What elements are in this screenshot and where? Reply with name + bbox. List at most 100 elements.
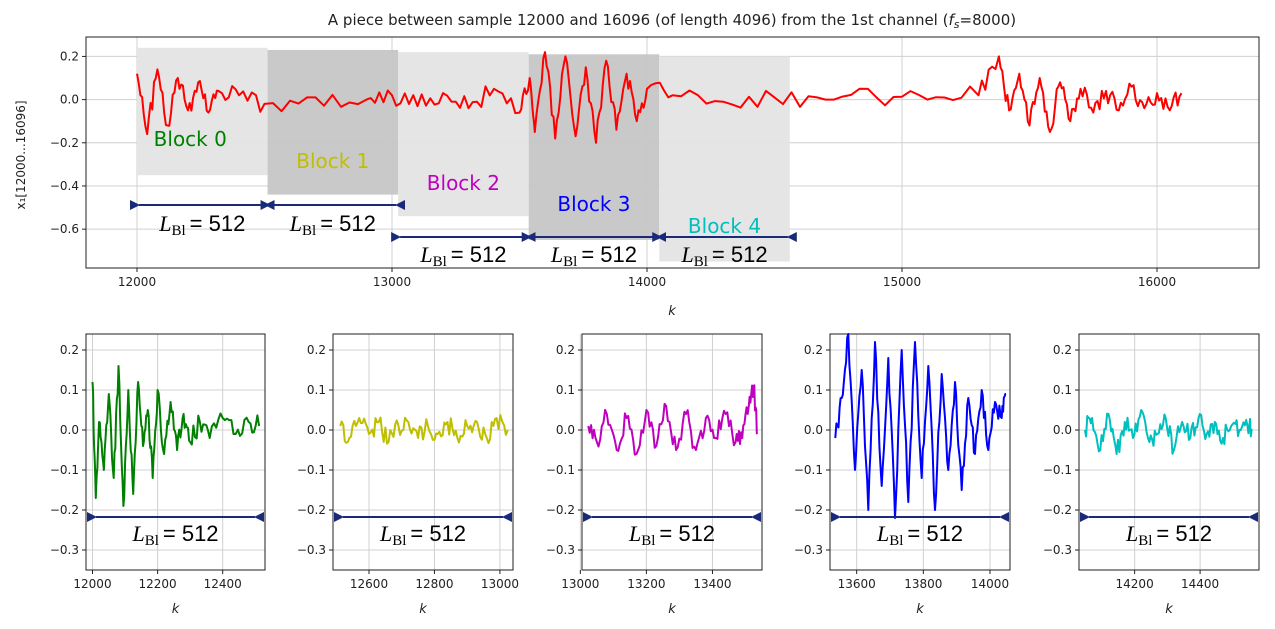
y-tick-label: 0.0 xyxy=(804,423,823,437)
block-0-length-label: LBl = 512 xyxy=(158,211,245,239)
y-tick-label: 0.1 xyxy=(1053,383,1072,397)
subplot-block-0: 12000 12200 12400 0.2 0.1 0.0 −0.1 −0.2 −0.3 k LBl… xyxy=(50,333,266,617)
length-value: = 512 xyxy=(712,242,768,267)
block-shade-4 xyxy=(659,56,790,262)
x-tick-label: 13200 xyxy=(627,577,665,591)
x-tick-label: 16000 xyxy=(1138,275,1176,289)
subplot-frame xyxy=(85,333,266,571)
x-tick-label: 14000 xyxy=(971,577,1009,591)
y-tick-label: 0.2 xyxy=(307,343,326,357)
length-value: = 512 xyxy=(581,242,637,267)
subplot-frame xyxy=(829,333,1011,571)
y-tick-label: 0.0 xyxy=(556,423,575,437)
x-axis-label: k xyxy=(419,602,427,617)
main-plot: 12000 13000 14000 15000 16000 0.2 0.0 −0.2 −0.4 −… xyxy=(14,11,1260,319)
x-tick-label: 12000 xyxy=(118,275,156,289)
length-value: = 512 xyxy=(410,521,466,546)
data-line xyxy=(1083,409,1253,455)
x-tick-label: 13000 xyxy=(373,275,411,289)
subplot-block-3: 13600 13800 14000 0.2 0.1 0.0 −0.1 −0.2 −0.3 k LBl… xyxy=(794,333,1011,617)
x-tick-label: 12200 xyxy=(139,577,177,591)
x-tick-label: 15000 xyxy=(883,275,921,289)
y-tick-label: −0.3 xyxy=(50,543,79,557)
x-tick-label: 14000 xyxy=(628,275,666,289)
subplot-0-length-label: LBl = 512 xyxy=(131,521,218,549)
x-tick-label: 13000 xyxy=(481,577,519,591)
length-subscript: Bl xyxy=(171,223,185,239)
y-tick-label: −0.3 xyxy=(297,543,326,557)
x-tick-label: 13600 xyxy=(838,577,876,591)
y-tick-label: 0.1 xyxy=(556,383,575,397)
y-tick-label: −0.4 xyxy=(50,179,79,193)
title-text: A piece between sample 12000 and 16096 (… xyxy=(328,11,949,29)
x-axis-label: k xyxy=(916,602,924,617)
y-tick-label: −0.2 xyxy=(546,503,575,517)
subplot-frame xyxy=(1078,333,1260,571)
x-axis-label: k xyxy=(668,304,676,319)
x-tick-label: 13800 xyxy=(904,577,942,591)
x-tick-label: 13000 xyxy=(561,577,599,591)
length-symbol: L xyxy=(628,521,641,546)
length-subscript: Bl xyxy=(694,254,708,270)
block-3-length-label: LBl = 512 xyxy=(550,242,637,270)
y-tick-label: −0.2 xyxy=(1043,503,1072,517)
block-shade-1 xyxy=(267,49,399,195)
length-symbol: L xyxy=(158,211,171,236)
plot-frame xyxy=(85,36,1260,269)
x-tick-label: 12000 xyxy=(73,577,111,591)
subplot-3-length-label: LBl = 512 xyxy=(876,521,963,549)
block-label-2: Block 2 xyxy=(427,171,500,195)
subplot-block-2: 13000 13200 13400 0.2 0.1 0.0 −0.1 −0.2 −0.3 k LBl… xyxy=(546,333,763,617)
y-tick-label: −0.3 xyxy=(1043,543,1072,557)
y-tick-label: 0.2 xyxy=(60,343,79,357)
y-tick-label: −0.2 xyxy=(50,503,79,517)
length-value: = 512 xyxy=(451,242,507,267)
length-symbol: L xyxy=(876,521,889,546)
y-tick-label: 0.2 xyxy=(556,343,575,357)
length-subscript: Bl xyxy=(145,533,159,549)
y-tick-label: −0.3 xyxy=(794,543,823,557)
data-line xyxy=(587,384,759,456)
y-tick-label: 0.2 xyxy=(1053,343,1072,357)
y-tick-label: 0.0 xyxy=(307,423,326,437)
x-tick-label: 13400 xyxy=(693,577,731,591)
y-tick-label: −0.1 xyxy=(1043,463,1072,477)
x-tick-label: 12400 xyxy=(204,577,242,591)
title-fs-sub: s xyxy=(954,18,960,31)
block-shade-2 xyxy=(398,52,529,217)
length-subscript: Bl xyxy=(1138,533,1152,549)
subplot-block-4: 14200 14400 0.2 0.1 0.0 −0.1 −0.2 −0.3 k LBl = 512 xyxy=(1043,333,1260,617)
length-value: = 512 xyxy=(659,521,715,546)
length-symbol: L xyxy=(680,242,693,267)
block-label-0: Block 0 xyxy=(154,127,227,151)
length-symbol: L xyxy=(550,242,563,267)
block-subplots: 12000 12200 124000.20.10.0−0.1−0.2−0.3kLBl… xyxy=(50,333,1260,617)
data-line xyxy=(339,414,509,445)
length-subscript: Bl xyxy=(302,223,316,239)
y-tick-label: −0.1 xyxy=(794,463,823,477)
data-line xyxy=(136,51,1183,144)
block-4-length-label: LBl = 512 xyxy=(680,242,767,270)
length-value: = 512 xyxy=(907,521,963,546)
y-tick-label: 0.2 xyxy=(60,49,79,63)
y-tick-label: 0.1 xyxy=(307,383,326,397)
chart-title: A piece between sample 12000 and 16096 (… xyxy=(328,11,1016,31)
block-label-1: Block 1 xyxy=(296,149,369,173)
y-tick-label: −0.6 xyxy=(50,222,79,236)
y-tick-label: 0.2 xyxy=(804,343,823,357)
length-value: = 512 xyxy=(320,211,376,236)
y-tick-label: −0.3 xyxy=(546,543,575,557)
length-subscript: Bl xyxy=(889,533,903,549)
y-tick-label: 0.1 xyxy=(60,383,79,397)
subplot-1-length-label: LBl = 512 xyxy=(379,521,466,549)
y-tick-label: −0.2 xyxy=(794,503,823,517)
length-value: = 512 xyxy=(163,521,219,546)
x-tick-label: 12800 xyxy=(415,577,453,591)
block-2-length-label: LBl = 512 xyxy=(419,242,506,270)
subplot-4-length-label: LBl = 512 xyxy=(1125,521,1212,549)
y-tick-label: −0.1 xyxy=(50,463,79,477)
length-value: = 512 xyxy=(1156,521,1212,546)
y-tick-label: 0.0 xyxy=(60,423,79,437)
subplot-frame xyxy=(581,333,763,571)
